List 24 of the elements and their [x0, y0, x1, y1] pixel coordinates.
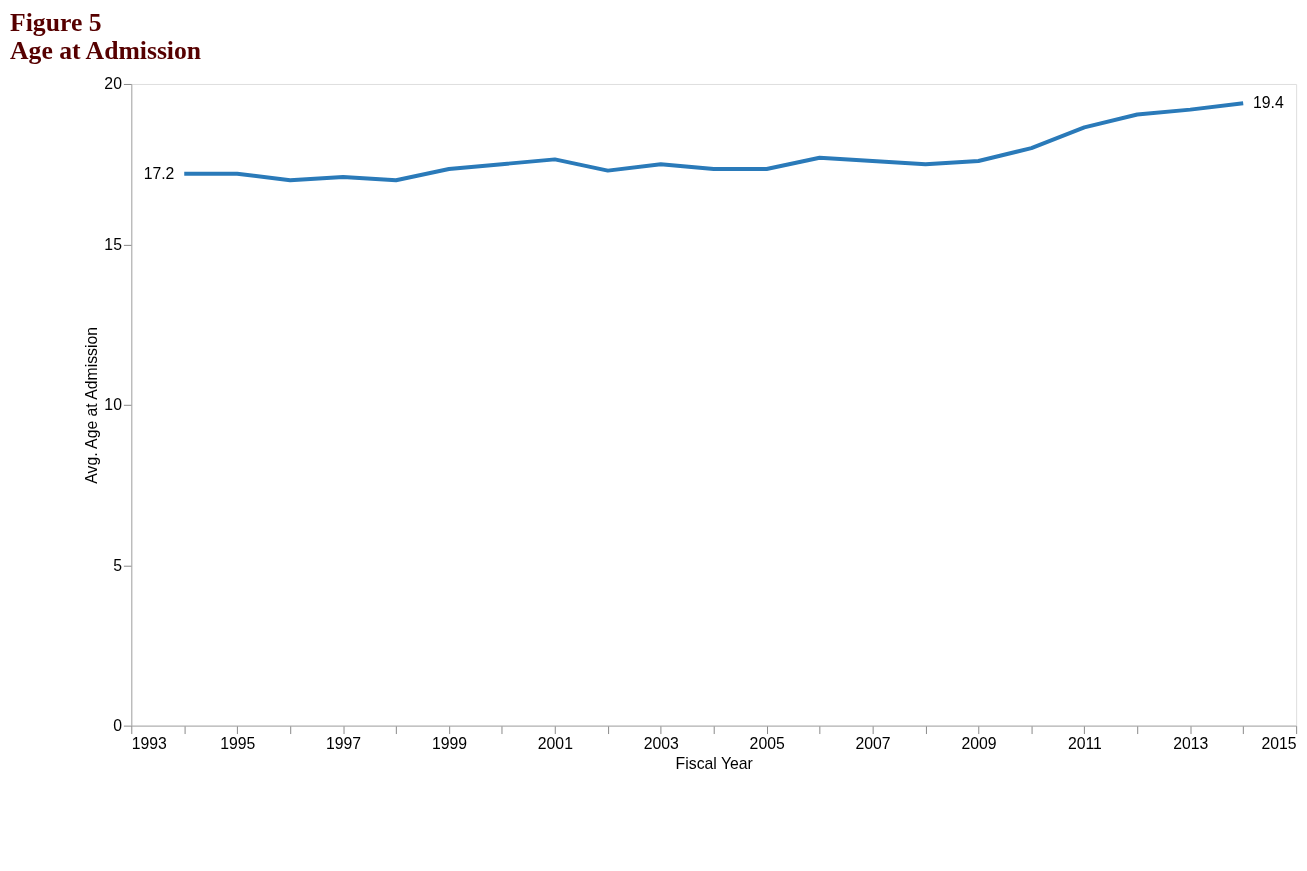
y-axis-title: Avg. Age at Admission [83, 326, 101, 484]
x-tick-label: 2007 [855, 734, 891, 752]
x-tick-label: 2009 [961, 734, 997, 752]
y-tick-label: 10 [104, 396, 123, 414]
x-tick-label: 1995 [220, 734, 256, 752]
x-tick-label: 2015 [1261, 734, 1297, 752]
x-tick-label: 1999 [431, 734, 468, 752]
y-tick-label: 15 [104, 235, 123, 253]
x-tick-label: 1993 [131, 734, 168, 752]
y-tick-label: 0 [113, 717, 123, 735]
chart-title: Figure 5 [10, 7, 102, 37]
x-tick-label: 2003 [643, 734, 680, 752]
x-tick-label: 2013 [1173, 734, 1209, 752]
chart-subtitle: Age at Admission [10, 36, 202, 66]
data-label: 19.4 [1253, 94, 1284, 112]
x-tick-label: 2005 [749, 734, 785, 752]
y-tick-label: 5 [113, 556, 123, 574]
x-tick-label: 2001 [537, 734, 573, 752]
y-tick-label: 20 [104, 75, 123, 93]
x-tick-label: 1997 [326, 734, 362, 752]
line-series [182, 101, 1246, 183]
x-axis-title: Fiscal Year [675, 754, 753, 772]
data-label: 17.2 [143, 164, 175, 182]
x-tick-label: 2011 [1067, 734, 1102, 752]
